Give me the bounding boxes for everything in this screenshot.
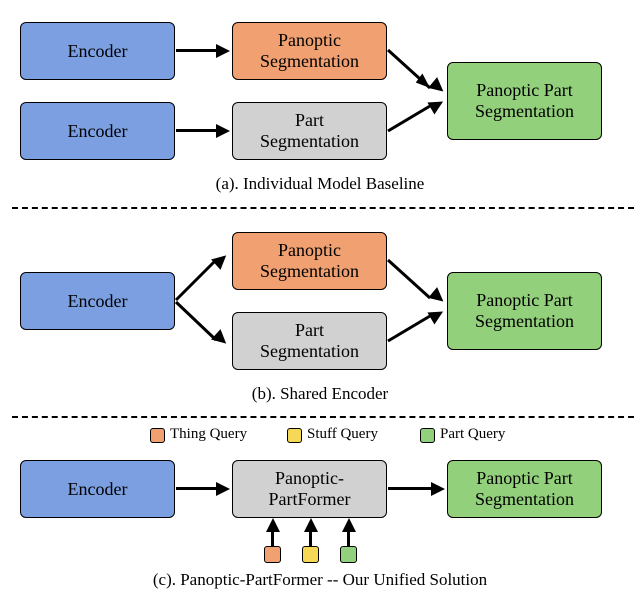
- stuff-query-legend: Stuff Query: [307, 426, 378, 443]
- arrow-head: [216, 124, 230, 138]
- panoptic-part-seg-box-c: Panoptic Part Segmentation: [447, 460, 602, 518]
- caption-c: (c). Panoptic-PartFormer -- Our Unified …: [0, 570, 640, 590]
- caption-a: (a). Individual Model Baseline: [0, 174, 640, 194]
- panoptic-part-seg-label: Panoptic Part Segmentation: [475, 80, 574, 121]
- encoder-box-c: Encoder: [20, 460, 175, 518]
- thing-query-input: [264, 546, 281, 563]
- encoder-label: Encoder: [68, 479, 128, 500]
- thing-query-swatch: [150, 428, 165, 443]
- arrow: [176, 487, 218, 490]
- part-seg-box-a: Part Segmentation: [232, 102, 387, 160]
- arrow-head: [431, 482, 445, 496]
- part-seg-label: Part Segmentation: [260, 320, 359, 361]
- arrow-head: [216, 482, 230, 496]
- divider-2: [12, 416, 634, 418]
- panel-c: Thing Query Stuff Query Part Query Encod…: [0, 420, 640, 590]
- encoder-label: Encoder: [68, 41, 128, 62]
- thing-query-legend: Thing Query: [170, 426, 247, 443]
- arrow: [388, 487, 433, 490]
- part-seg-box-b: Part Segmentation: [232, 312, 387, 370]
- arrow-head-up: [266, 518, 280, 532]
- partformer-box: Panoptic- PartFormer: [232, 460, 387, 518]
- encoder-label: Encoder: [68, 291, 128, 312]
- panoptic-seg-label: Panoptic Segmentation: [260, 30, 359, 71]
- panel-b: Encoder Panoptic Segmentation Part Segme…: [0, 210, 640, 410]
- panoptic-seg-label: Panoptic Segmentation: [260, 240, 359, 281]
- panoptic-seg-box-b: Panoptic Segmentation: [232, 232, 387, 290]
- divider-1: [12, 207, 634, 209]
- stuff-query-input: [302, 546, 319, 563]
- caption-b: (b). Shared Encoder: [0, 384, 640, 404]
- part-query-input: [340, 546, 357, 563]
- encoder-box-a1: Encoder: [20, 22, 175, 80]
- panoptic-part-seg-box-a: Panoptic Part Segmentation: [447, 62, 602, 140]
- encoder-box-b: Encoder: [20, 272, 175, 330]
- part-query-legend: Part Query: [440, 426, 505, 443]
- part-seg-label: Part Segmentation: [260, 110, 359, 151]
- stuff-query-swatch: [287, 428, 302, 443]
- part-query-swatch: [420, 428, 435, 443]
- arrow: [176, 49, 218, 52]
- panoptic-part-seg-box-b: Panoptic Part Segmentation: [447, 272, 602, 350]
- panoptic-part-seg-label: Panoptic Part Segmentation: [475, 290, 574, 331]
- panoptic-part-seg-label: Panoptic Part Segmentation: [475, 468, 574, 509]
- encoder-box-a2: Encoder: [20, 102, 175, 160]
- arrow-head: [216, 44, 230, 58]
- partformer-label: Panoptic- PartFormer: [269, 468, 351, 509]
- panel-a: Encoder Encoder Panoptic Segmentation Pa…: [0, 0, 640, 200]
- arrow: [176, 129, 218, 132]
- encoder-label: Encoder: [68, 121, 128, 142]
- arrow-head-up: [342, 518, 356, 532]
- arrow-head-up: [304, 518, 318, 532]
- panoptic-seg-box-a: Panoptic Segmentation: [232, 22, 387, 80]
